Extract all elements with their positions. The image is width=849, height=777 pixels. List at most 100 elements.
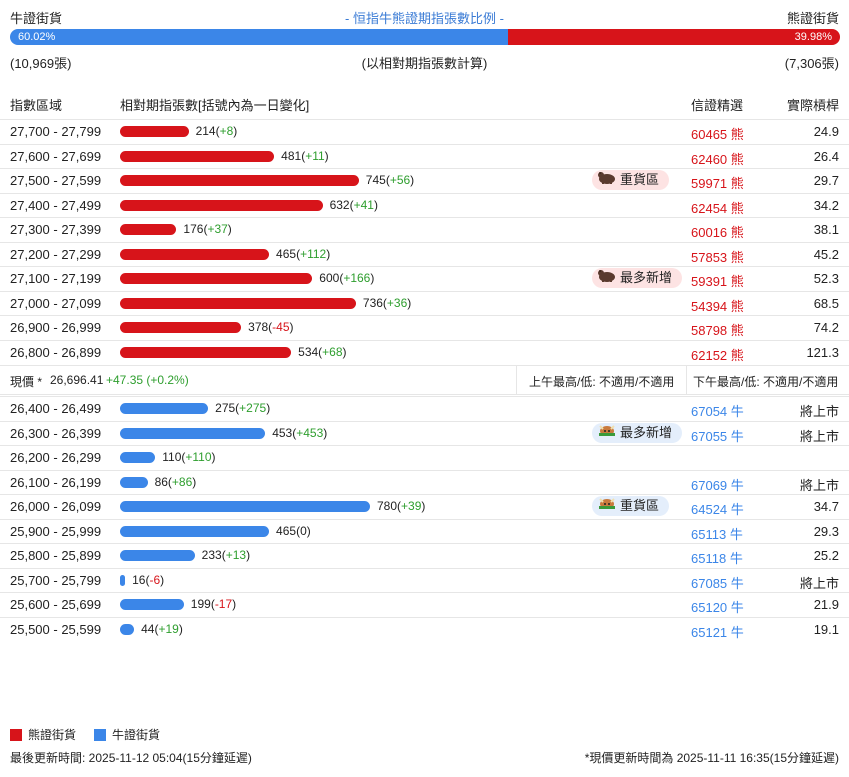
warrant-code-link[interactable]: 65113 牛	[691, 524, 743, 543]
warrant-type: 熊	[730, 225, 744, 240]
warrant-type: 牛	[729, 526, 743, 542]
last-updated: 最後更新時間: 2025-11-12 05:04(15分鐘延遲)	[10, 751, 252, 765]
count-value: 214	[195, 124, 216, 138]
bear-contracts-bar	[120, 150, 275, 162]
table-row[interactable]: 25,500 - 25,599 44(+19) 65121 牛 19.1	[0, 616, 849, 641]
bull-legend-label: 牛證街貨	[112, 728, 161, 742]
warrant-code-link[interactable]: 62152 熊	[691, 345, 744, 364]
warrant-code: 60465	[691, 127, 728, 142]
bull-icon	[598, 423, 616, 443]
price-value: 26,696.41	[50, 373, 104, 387]
contracts-count: 86(+86)	[154, 474, 197, 489]
bull-icon	[598, 496, 616, 516]
effective-gearing: 將上市	[799, 404, 839, 419]
count-change: +19	[158, 621, 179, 636]
index-range: 26,900 - 26,999	[10, 320, 102, 335]
col-header-range: 指數區域	[10, 98, 63, 113]
warrant-code-link[interactable]: 65121 牛	[691, 622, 744, 641]
contracts-count: 378(-45)	[248, 320, 294, 334]
warrant-type: 熊	[730, 127, 744, 142]
bull-contracts-bar	[120, 501, 370, 512]
bull-contracts-bar	[120, 476, 148, 488]
warrant-code-link[interactable]: 65118 牛	[691, 548, 743, 567]
index-range: 27,100 - 27,199	[10, 271, 102, 286]
table-row[interactable]: 25,600 - 25,699 199(-17) 65120 牛 21.9	[0, 592, 849, 616]
table-row[interactable]: 26,300 - 26,399 453(+453) 最多新增 67055 牛 將上市	[0, 420, 849, 445]
contracts-count: 275(+275)	[215, 401, 271, 415]
warrant-code-link[interactable]: 64524 牛	[691, 499, 744, 518]
table-row[interactable]: 27,200 - 27,299 465(+112) 57853 熊 45.2	[0, 241, 849, 266]
table-row[interactable]: 25,700 - 25,799 16(-6) 67085 牛 將上市	[0, 567, 849, 592]
index-range: 27,000 - 27,099	[10, 295, 102, 311]
table-row[interactable]: 27,600 - 27,699 481(+11) 62460 熊 26.4	[0, 143, 849, 168]
bear-ratio-segment: 39.98%	[508, 29, 840, 45]
bear-count: (7,306張)	[784, 56, 839, 71]
bear-contracts-bar	[120, 126, 189, 137]
contracts-count: 110(+110)	[162, 450, 216, 464]
table-row[interactable]: 27,000 - 27,099 736(+36) 54394 熊 68.5	[0, 290, 849, 315]
index-range: 26,100 - 26,199	[10, 474, 102, 490]
table-row[interactable]: 26,200 - 26,299 110(+110)	[0, 445, 849, 469]
count-change: +453	[296, 425, 324, 440]
contracts-count: 745(+56)	[365, 173, 415, 187]
warrant-code-link[interactable]: 67055 牛	[691, 426, 744, 445]
warrant-type: 牛	[730, 477, 744, 493]
warrant-code-link[interactable]: 59391 熊	[691, 271, 744, 290]
count-change: +275	[239, 401, 267, 415]
warrant-code: 65120	[691, 600, 728, 615]
table-row[interactable]: 26,100 - 26,199 86(+86) 67069 牛 將上市	[0, 469, 849, 494]
index-range: 25,900 - 25,999	[10, 523, 102, 539]
warrant-code: 59391	[691, 274, 728, 289]
index-range: 26,300 - 26,399	[10, 425, 102, 441]
warrant-code-link[interactable]: 54394 熊	[691, 296, 744, 315]
warrant-code-link[interactable]: 62460 熊	[691, 149, 744, 168]
table-row[interactable]: 26,000 - 26,099 780(+39) 重貨區 64524 牛 34.7	[0, 494, 849, 518]
table-row[interactable]: 27,300 - 27,399 176(+37) 60016 熊 38.1	[0, 217, 849, 241]
table-row[interactable]: 27,100 - 27,199 600(+166) 最多新增 59391 熊 52.3	[0, 266, 849, 290]
warrant-code: 64524	[691, 502, 728, 517]
bear-contracts-bar	[120, 297, 356, 309]
table-row[interactable]: 26,400 - 26,499 275(+275) 67054 牛 將上市	[0, 396, 849, 420]
bear-contracts-bar	[120, 199, 323, 211]
count-value: 736	[362, 295, 383, 310]
count-value: 632	[329, 197, 350, 212]
table-row[interactable]: 26,800 - 26,899 534(+68) 62152 熊 121.3	[0, 339, 849, 364]
effective-gearing: 26.4	[813, 148, 839, 164]
warrant-code-link[interactable]: 65120 牛	[691, 597, 744, 616]
count-value: 233	[201, 548, 222, 562]
index-range: 27,700 - 27,799	[10, 124, 102, 139]
warrant-code-link[interactable]: 62454 熊	[691, 198, 744, 217]
contracts-count: 453(+453)	[272, 425, 328, 440]
warrant-type: 牛	[730, 624, 744, 640]
bear-legend-swatch	[10, 728, 22, 741]
table-row[interactable]: 26,900 - 26,999 378(-45) 58798 熊 74.2	[0, 315, 849, 339]
warrant-code-link[interactable]: 60016 熊	[691, 222, 744, 241]
warrant-code-link[interactable]: 67054 牛	[691, 401, 744, 420]
warrant-code-link[interactable]: 59971 熊	[691, 173, 744, 192]
contracts-count: 736(+36)	[362, 295, 412, 310]
contracts-count: 465(+112)	[276, 246, 331, 261]
count-change: +13	[225, 548, 247, 562]
warrant-type: 牛	[729, 551, 743, 566]
col-header-contracts: 相對期指張數[括號內為一日變化]	[120, 98, 310, 113]
table-row[interactable]: 25,800 - 25,899 233(+13) 65118 牛 25.2	[0, 543, 849, 567]
count-value: 534	[298, 344, 319, 359]
table-row[interactable]: 27,400 - 27,499 632(+41) 62454 熊 34.2	[0, 192, 849, 217]
count-change: -6	[149, 572, 161, 587]
warrant-code: 57853	[691, 249, 728, 265]
effective-gearing: 將上市	[799, 575, 839, 591]
bear-badge: 重貨區	[592, 170, 670, 190]
bear-legend-label: 熊證街貨	[28, 728, 77, 742]
warrant-code: 65113	[691, 526, 727, 542]
warrant-code-link[interactable]: 67069 牛	[691, 475, 744, 494]
effective-gearing: 52.3	[813, 271, 839, 286]
warrant-code-link[interactable]: 67085 牛	[691, 573, 744, 592]
effective-gearing: 將上市	[799, 428, 839, 444]
table-row[interactable]: 27,500 - 27,599 745(+56) 重貨區 59971 熊 29.7	[0, 168, 849, 192]
warrant-code-link[interactable]: 60465 熊	[691, 124, 744, 143]
table-row[interactable]: 25,900 - 25,999 465(0) 65113 牛 29.3	[0, 518, 849, 543]
price-update-note: *現價更新時間為 2025-11-11 16:35(15分鐘延遲)	[584, 751, 839, 765]
warrant-code-link[interactable]: 57853 熊	[691, 247, 744, 266]
table-row[interactable]: 27,700 - 27,799 214(+8) 60465 熊 24.9	[0, 119, 849, 143]
warrant-code-link[interactable]: 58798 熊	[691, 320, 744, 339]
